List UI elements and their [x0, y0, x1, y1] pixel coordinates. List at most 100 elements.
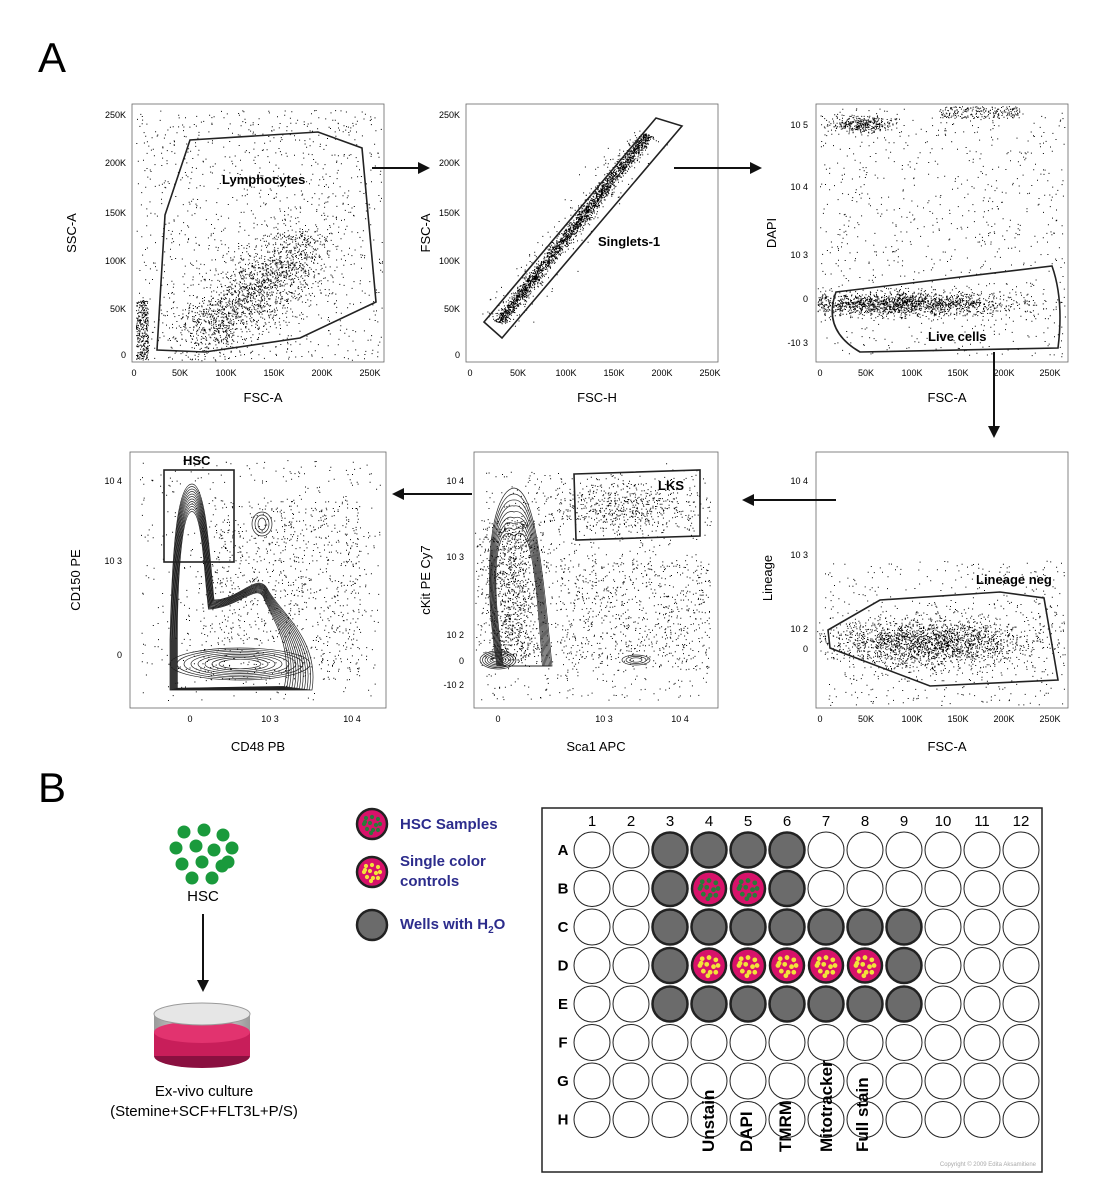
hsc-dot	[375, 816, 381, 822]
water-well	[729, 985, 767, 1023]
legend-hsc-samples-swatch	[355, 807, 389, 841]
contour	[170, 486, 311, 691]
x-tick-label: 0	[187, 714, 192, 724]
empty-well	[924, 1062, 962, 1100]
empty-well	[573, 908, 611, 946]
stain-dot	[871, 963, 877, 968]
legend-water-swatch	[355, 908, 389, 942]
empty-well	[1002, 947, 1040, 984]
stain-dot	[368, 878, 374, 884]
stain-label: Mitotracker	[817, 1060, 836, 1152]
x-tick-label: 200K	[993, 368, 1014, 378]
stain-dot	[817, 968, 823, 974]
x-tick-label: 0	[495, 714, 500, 724]
copyright-text: Copyright © 2009 Edita Aksamitiene	[940, 1161, 1037, 1168]
plot-fsc-lineage: Lineage neg 0 50K 100K 150K 200K 250K 0 10 2 10 …	[760, 451, 1069, 754]
stain-dot	[867, 964, 872, 970]
hsc-cell	[185, 871, 199, 885]
hsc-dot	[713, 880, 719, 886]
x-tick-label: 150K	[603, 368, 624, 378]
water-well	[651, 869, 689, 908]
stain-dot	[699, 956, 705, 962]
hsc-dot	[711, 887, 716, 893]
empty-well	[963, 1062, 1001, 1100]
empty-well	[924, 908, 962, 946]
empty-well	[612, 985, 650, 1023]
water-well	[690, 908, 728, 946]
contour	[489, 493, 552, 667]
empty-well	[846, 831, 884, 869]
stain-dot	[777, 956, 783, 962]
empty-well	[807, 870, 845, 907]
y-tick-label: 10 2	[446, 630, 464, 640]
y-tick-label: 50K	[110, 304, 126, 314]
hsc-dot	[744, 896, 750, 902]
stain-dot	[752, 969, 758, 975]
stain-label: Unstain	[699, 1090, 718, 1152]
plot-sca1-ckit: LKS 0 10 3 10 4 -10 2 0 10 2 10 3 10 4 Sca1 APC…	[418, 451, 719, 754]
empty-well	[1002, 985, 1040, 1023]
empty-well	[1002, 908, 1040, 946]
stain-dot	[823, 955, 829, 960]
stain-dot	[364, 874, 370, 880]
x-tick-label: 100K	[901, 368, 922, 378]
column-label: 1	[588, 813, 596, 830]
x-tick-label: 250K	[1039, 368, 1060, 378]
empty-well	[612, 1062, 650, 1100]
event-dots	[475, 463, 712, 701]
well-circle	[690, 947, 728, 984]
plot-fsch-fsca: Singlets-1 0 50K 100K 150K 200K 250K 0 50K 100K 1…	[418, 103, 721, 405]
hsc-dot	[370, 827, 376, 833]
stain-dot	[869, 969, 875, 975]
y-tick-label: 0	[117, 650, 122, 660]
contour	[169, 483, 314, 691]
contour	[482, 652, 514, 668]
x-tick-label: 200K	[311, 368, 332, 378]
stain-labels: Unstain DAPI TMRM Mitotracker Full stain	[699, 1060, 872, 1152]
hsc-dot	[368, 830, 374, 836]
y-tick-label: 250K	[439, 110, 460, 120]
contour-lines	[169, 483, 314, 691]
empty-well	[885, 1101, 923, 1138]
empty-well	[807, 831, 845, 869]
hsc-cell	[177, 825, 191, 839]
legend-hsc-samples: HSC Samples	[400, 816, 498, 833]
row-label: D	[558, 958, 569, 975]
empty-well	[651, 1101, 689, 1138]
water-well	[690, 831, 728, 869]
stain-dot	[700, 968, 706, 974]
contour	[493, 522, 546, 667]
event-dots	[140, 460, 381, 701]
contour	[629, 657, 643, 663]
empty-well	[729, 1024, 767, 1061]
column-label: 8	[861, 813, 869, 830]
water-well	[768, 985, 806, 1023]
y-tick-label: 150K	[439, 208, 460, 218]
column-label: 7	[822, 813, 830, 830]
x-tick-label: 50K	[858, 368, 874, 378]
stain-dot	[854, 960, 860, 966]
stain-dot	[369, 862, 375, 868]
stain-dot	[791, 957, 797, 963]
empty-well	[768, 1062, 806, 1100]
y-tick-label: 10 3	[790, 250, 808, 260]
stain-dot	[745, 955, 751, 960]
empty-well	[573, 1062, 611, 1100]
empty-well	[612, 1024, 650, 1061]
x-axis-label: FSC-H	[577, 390, 617, 405]
contour	[172, 493, 304, 690]
stain-dot	[822, 973, 828, 979]
contour	[174, 503, 294, 690]
plot-frame	[473, 451, 719, 709]
stain-dot	[860, 961, 866, 967]
hsc-dot	[739, 891, 745, 897]
x-axis-label: FSC-A	[244, 390, 283, 405]
x-tick-label: 150K	[263, 368, 284, 378]
stain-label: TMRM	[776, 1101, 795, 1152]
stain-dot	[704, 961, 710, 967]
empty-well	[885, 1024, 923, 1061]
gate-label: Lineage neg	[976, 572, 1052, 587]
hsc-dot	[754, 886, 760, 891]
